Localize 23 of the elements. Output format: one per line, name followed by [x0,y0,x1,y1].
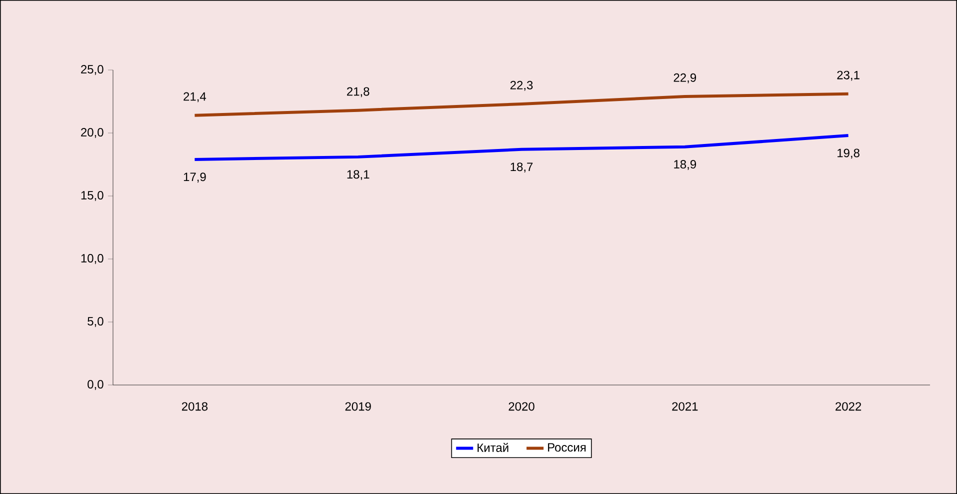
legend-label: Китай [478,442,508,452]
data-label: 22,3 [510,80,533,91]
data-label: 18,9 [674,160,696,170]
data-label: 23,1 [837,70,860,81]
y-tick-label: 15,0 [81,191,104,201]
data-label: 22,9 [674,73,696,84]
x-tick-label: 2021 [672,402,698,411]
x-tick-label: 2020 [508,402,534,411]
data-label: 21,8 [347,87,370,98]
data-label: 17,9 [184,172,206,183]
legend-label: Россия [548,443,586,452]
data-label: 19,8 [838,148,860,159]
y-tick-label: 10,0 [81,254,104,264]
y-tick-label: 20,0 [81,128,104,138]
data-label: 18,7 [510,162,533,172]
x-tick-label: 2022 [836,402,862,411]
data-label: 18,1 [347,170,370,180]
y-tick-label: 5,0 [88,317,104,327]
y-tick-label: 0,0 [88,380,104,390]
data-label: 21,4 [184,92,206,102]
y-tick-label: 25,0 [81,65,104,75]
x-tick-label: 2019 [345,402,371,411]
x-tick-label: 2018 [182,402,208,411]
